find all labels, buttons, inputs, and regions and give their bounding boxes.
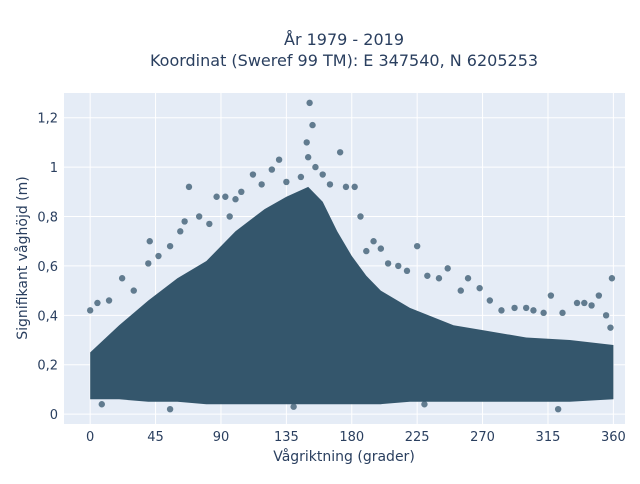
scatter-point bbox=[268, 166, 276, 173]
scatter-point bbox=[249, 171, 257, 178]
scatter-point bbox=[306, 99, 313, 107]
scatter-point bbox=[530, 307, 537, 314]
scatter-point bbox=[464, 275, 472, 282]
scatter-point bbox=[370, 238, 377, 245]
scatter-point bbox=[312, 163, 319, 171]
scatter-point bbox=[195, 213, 203, 220]
scatter-point bbox=[573, 299, 581, 307]
scatter-point bbox=[608, 275, 616, 282]
scatter-point bbox=[206, 220, 213, 228]
scatter-point bbox=[476, 284, 483, 292]
scatter-point bbox=[238, 188, 245, 196]
scatter-point bbox=[357, 213, 364, 220]
scatter-point bbox=[309, 121, 316, 129]
scatter-point bbox=[118, 275, 126, 282]
scatter-point bbox=[554, 405, 562, 413]
scatter-point bbox=[105, 297, 113, 304]
scatter-point bbox=[86, 307, 94, 314]
scatter-point bbox=[290, 403, 297, 410]
scatter-point bbox=[258, 181, 265, 188]
scatter-point bbox=[363, 247, 370, 255]
x-tick-label: 90 bbox=[213, 430, 230, 445]
y-tick-label: 1 bbox=[50, 161, 58, 176]
chart-title-line-2: Koordinat (Sweref 99 TM): E 347540, N 62… bbox=[150, 51, 538, 70]
scatter-point bbox=[146, 238, 153, 245]
x-tick-label: 180 bbox=[339, 430, 364, 445]
x-tick-label: 0 bbox=[86, 430, 94, 445]
x-axis-title: Vågriktning (grader) bbox=[273, 448, 415, 465]
x-tick-label: 270 bbox=[470, 430, 495, 445]
scatter-density-band bbox=[90, 186, 614, 405]
scatter-point bbox=[607, 324, 614, 331]
scatter-point bbox=[155, 252, 162, 260]
scatter-point bbox=[98, 401, 105, 408]
scatter-point bbox=[177, 228, 184, 235]
scatter-point bbox=[395, 262, 402, 270]
scatter-point bbox=[181, 218, 188, 225]
scatter-point bbox=[522, 304, 530, 312]
x-tick-label: 315 bbox=[536, 430, 561, 445]
y-tick-label: 0,2 bbox=[37, 359, 58, 374]
scatter-point bbox=[232, 196, 239, 203]
scatter-points bbox=[86, 99, 616, 413]
scatter-point bbox=[94, 299, 101, 307]
scatter-point bbox=[486, 297, 494, 304]
scatter-point bbox=[326, 181, 334, 188]
x-tick-label: 45 bbox=[147, 430, 164, 445]
scatter-point bbox=[166, 242, 174, 250]
scatter-point bbox=[283, 178, 290, 186]
x-tick-label: 135 bbox=[274, 430, 299, 445]
scatter-point bbox=[559, 309, 566, 317]
scatter-point bbox=[377, 245, 385, 252]
scatter-point bbox=[336, 149, 344, 156]
scatter-point bbox=[435, 275, 443, 282]
scatter-point bbox=[145, 260, 152, 267]
scatter-point bbox=[547, 292, 555, 299]
scatter-point bbox=[226, 213, 233, 220]
scatter-point bbox=[413, 242, 421, 250]
scatter-point bbox=[602, 312, 610, 319]
scatter-point bbox=[222, 193, 229, 200]
scatter-point bbox=[581, 299, 588, 307]
scatter-point bbox=[588, 302, 595, 309]
x-tick-label: 225 bbox=[405, 430, 430, 445]
scatter-point bbox=[511, 304, 518, 312]
y-axis-title: Signifikant våghöjd (m) bbox=[14, 176, 31, 339]
scatter-point bbox=[424, 272, 431, 279]
scatter-point bbox=[595, 292, 603, 299]
y-axis: 0 0,2 0,4 0,6 0,8 1 1,2 bbox=[37, 112, 58, 423]
scatter-point bbox=[130, 287, 137, 294]
scatter-point bbox=[303, 139, 310, 146]
scatter-point bbox=[166, 405, 174, 413]
scatter-point bbox=[444, 265, 451, 272]
y-tick-label: 0,6 bbox=[37, 260, 58, 275]
y-tick-label: 1,2 bbox=[37, 112, 58, 127]
scatter-point bbox=[342, 183, 350, 191]
y-tick-label: 0,4 bbox=[37, 309, 58, 324]
x-tick-label: 360 bbox=[601, 430, 626, 445]
scatter-point bbox=[297, 173, 305, 181]
x-axis: 0 45 90 135 180 225 270 315 360 bbox=[86, 430, 626, 445]
y-tick-label: 0,8 bbox=[37, 211, 58, 226]
scatter-point bbox=[421, 401, 428, 408]
scatter-point bbox=[185, 183, 193, 191]
scatter-point bbox=[351, 183, 358, 191]
scatter-point bbox=[275, 156, 283, 163]
scatter-band bbox=[90, 186, 614, 405]
scatter-point bbox=[403, 267, 411, 275]
chart-title-line-1: År 1979 - 2019 bbox=[284, 30, 404, 49]
scatter-point bbox=[213, 193, 220, 200]
scatter-point bbox=[319, 171, 326, 178]
scatter-point bbox=[384, 260, 392, 267]
scatter-point bbox=[498, 307, 505, 314]
scatter-point bbox=[540, 309, 547, 317]
scatter-point bbox=[457, 287, 464, 294]
y-tick-label: 0 bbox=[50, 408, 58, 423]
scatter-point bbox=[304, 154, 312, 161]
